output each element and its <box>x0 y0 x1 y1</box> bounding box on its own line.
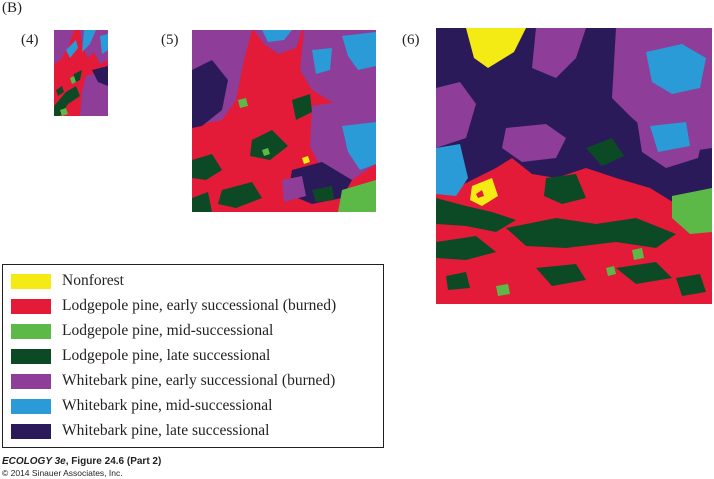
legend-label-lodgepole-early: Lodgepole pine, early successional (burn… <box>62 297 337 314</box>
legend-swatch-whitebark-early <box>11 374 51 389</box>
panel-label-4: (4) <box>21 32 39 48</box>
copyright-notice: © 2014 Sinauer Associates, Inc. <box>2 468 123 478</box>
legend-swatch-lodgepole-late <box>11 349 51 364</box>
vegetation-map-5 <box>192 30 376 212</box>
vegetation-map-4 <box>54 30 108 116</box>
panel-label-6: (6) <box>402 32 420 48</box>
legend-swatch-nonforest <box>11 274 51 289</box>
figure-number: , Figure 24.6 (Part 2) <box>65 456 162 467</box>
legend-label-lodgepole-mid: Lodgepole pine, mid-successional <box>62 322 274 339</box>
legend-swatch-lodgepole-early <box>11 299 51 314</box>
legend-label-nonforest: Nonforest <box>62 272 124 289</box>
legend-label-lodgepole-late: Lodgepole pine, late successional <box>62 347 271 364</box>
vegetation-map-6 <box>436 28 712 304</box>
map-legend: Nonforest Lodgepole pine, early successi… <box>2 264 384 448</box>
legend-swatch-whitebark-mid <box>11 399 51 414</box>
figure-credit: ECOLOGY 3e, Figure 24.6 (Part 2) <box>2 456 161 467</box>
figure-label: (B) <box>2 0 22 16</box>
legend-label-whitebark-late: Whitebark pine, late successional <box>62 422 270 439</box>
panel-label-5: (5) <box>161 32 179 48</box>
legend-label-whitebark-early: Whitebark pine, early successional (burn… <box>62 372 336 389</box>
legend-swatch-lodgepole-mid <box>11 324 51 339</box>
book-title: ECOLOGY 3e <box>2 456 66 467</box>
legend-swatch-whitebark-late <box>11 424 51 439</box>
legend-label-whitebark-mid: Whitebark pine, mid-successional <box>62 397 273 414</box>
